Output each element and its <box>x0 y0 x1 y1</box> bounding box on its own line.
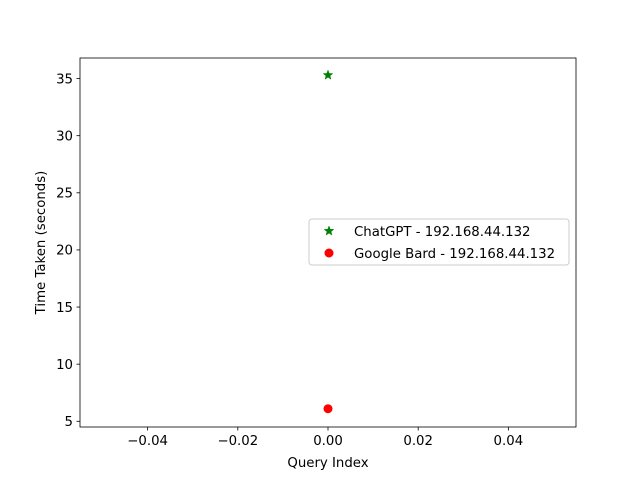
x-tick-label: −0.02 <box>217 434 258 449</box>
x-tick-label: 0.00 <box>313 434 343 449</box>
y-tick-label: 5 <box>65 415 73 430</box>
plot-area-frame <box>79 57 577 428</box>
x-tick-label: −0.04 <box>127 434 168 449</box>
data-point <box>322 69 334 80</box>
y-tick-label: 25 <box>56 187 73 202</box>
y-tick-label: 10 <box>56 358 73 373</box>
x-axis-ticks: −0.04 −0.02 0.00 0.02 0.04 <box>127 427 523 449</box>
y-tick-label: 30 <box>56 129 73 144</box>
y-tick-label: 20 <box>56 244 73 259</box>
x-tick-label: 0.04 <box>494 434 524 449</box>
x-tick-label: 0.02 <box>403 434 433 449</box>
y-axis-label: Time Taken (seconds) <box>34 171 49 316</box>
legend-marker <box>324 248 334 258</box>
legend-label: Google Bard - 192.168.44.132 <box>354 247 555 262</box>
data-points <box>322 69 334 414</box>
x-axis-label: Query Index <box>287 456 368 471</box>
y-tick-label: 35 <box>56 72 73 87</box>
legend: ChatGPT - 192.168.44.132 Google Bard - 19… <box>308 218 570 266</box>
legend-label: ChatGPT - 192.168.44.132 <box>354 225 531 240</box>
data-point <box>323 404 333 414</box>
legend-box <box>308 218 570 266</box>
y-tick-label: 15 <box>56 301 73 316</box>
y-axis-ticks: 5 10 15 20 25 30 35 <box>56 72 80 430</box>
legend-marker <box>323 225 335 236</box>
